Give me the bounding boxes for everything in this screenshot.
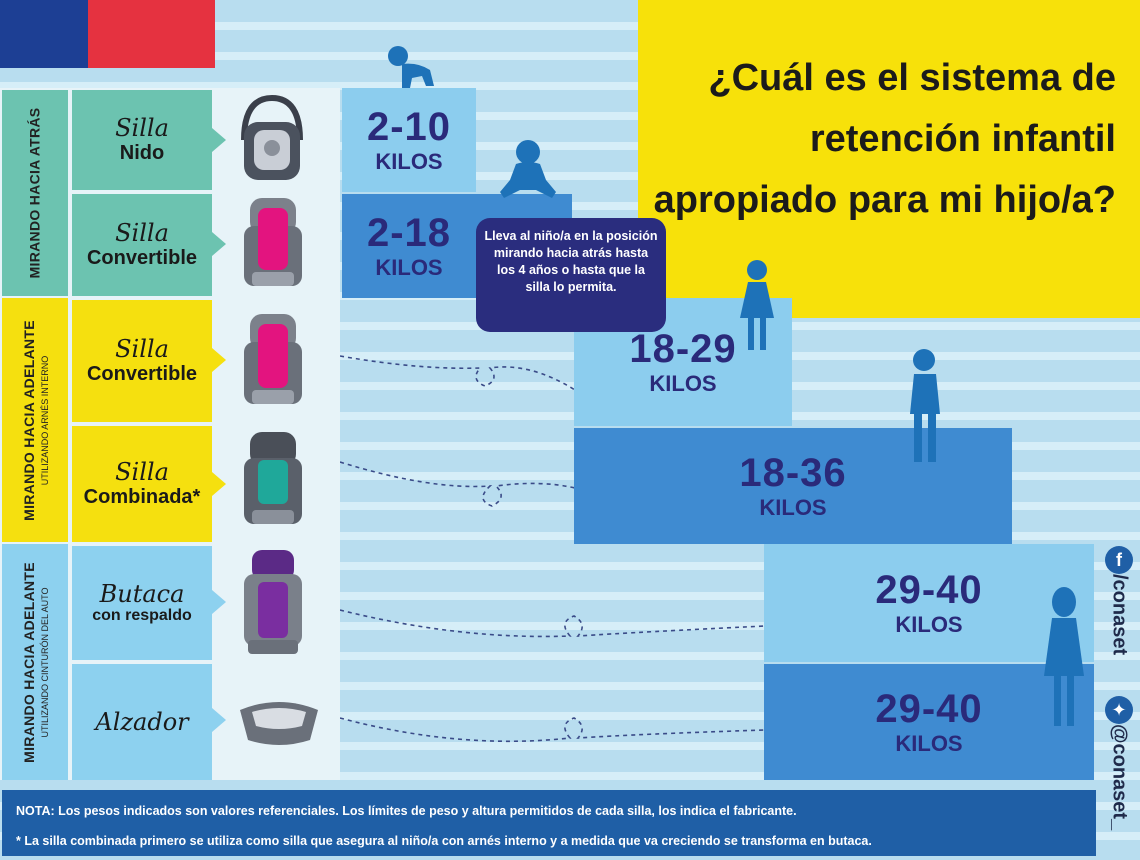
toddler-girl-icon	[740, 260, 774, 350]
social-facebook[interactable]: f /conaset	[1100, 546, 1138, 655]
weight-range: 2-18	[366, 211, 452, 255]
weight-range: 29-40	[875, 687, 983, 731]
seat-label-convertible-forward: Silla Convertible	[72, 300, 212, 422]
weight-block: 29-40 KILOS	[764, 664, 1094, 780]
weight-range: 2-10	[366, 105, 452, 149]
weight-range: 29-40	[875, 568, 983, 612]
facebook-icon: f	[1105, 546, 1133, 574]
group-forward-harness: MIRANDO HACIA ADELANTE UTILIZANDO ARNÉS I…	[2, 298, 68, 542]
rear-facing-tip: Lleva al niño/a en la posición mirando h…	[476, 218, 666, 332]
seat-script: Silla	[115, 458, 169, 486]
seat-script: Silla	[115, 114, 169, 142]
arrow-marker	[212, 348, 226, 372]
seat-script: Butaca	[99, 580, 185, 608]
weight-block: 29-40 KILOS	[764, 544, 1094, 662]
seat-label: con respaldo	[92, 607, 192, 624]
twitter-icon: ✦	[1105, 696, 1133, 724]
older-girl-icon	[1044, 587, 1084, 726]
weight-unit: KILOS	[375, 149, 443, 174]
title-box: ¿Cuál es el sistema de retención infanti…	[638, 0, 1140, 318]
crawling-baby-icon	[388, 46, 434, 88]
seat-label-alzador: Alzador	[72, 664, 212, 780]
group-forward-belt-label: MIRANDO HACIA ADELANTE	[20, 561, 37, 763]
footnote-combined-seat: * La silla combinada primero se utiliza …	[16, 834, 872, 848]
weight-unit: KILOS	[895, 612, 963, 637]
child-boy-icon	[910, 349, 940, 462]
weight-range: 18-36	[739, 451, 847, 495]
weight-block: 2-10 KILOS	[342, 88, 476, 192]
dashed-connectors	[340, 355, 766, 743]
group-forward-belt: MIRANDO HACIA ADELANTE UTILIZANDO CINTURÓ…	[2, 544, 68, 780]
convertible-seat-icon	[244, 314, 302, 404]
arrow-marker	[212, 232, 226, 256]
group-forward-belt-sub: UTILIZANDO CINTURÓN DEL AUTO	[39, 586, 50, 738]
weight-unit: KILOS	[375, 255, 443, 280]
seat-label-convertible-rear: Silla Convertible	[72, 194, 212, 296]
seat-label: Convertible	[86, 363, 198, 385]
flag-blue-block	[0, 0, 88, 68]
infant-carrier-icon	[241, 94, 303, 180]
booster-seat-icon	[240, 702, 318, 745]
arrow-marker	[212, 472, 226, 496]
booster-back-icon	[244, 550, 302, 654]
seat-script: Alzador	[95, 708, 189, 736]
group-rear-facing-label: MIRANDO HACIA ATRÁS	[26, 107, 42, 279]
weight-range: 18-29	[629, 327, 737, 371]
seat-label-combinada: Silla Combinada*	[72, 426, 212, 542]
footnote-weights: NOTA: Los pesos indicados son valores re…	[16, 804, 797, 818]
seat-label: Combinada*	[83, 486, 201, 508]
twitter-handle: @conaset_	[1108, 724, 1131, 831]
convertible-seat-icon	[244, 198, 302, 286]
seat-label-nido: Silla Nido	[72, 90, 212, 190]
social-twitter[interactable]: ✦ @conaset_	[1100, 696, 1138, 830]
weight-block: 18-36 KILOS	[574, 428, 1012, 544]
seat-script: Silla	[115, 335, 169, 363]
group-rear-facing: MIRANDO HACIA ATRÁS	[2, 90, 68, 296]
weight-unit: KILOS	[895, 731, 963, 756]
seat-label: Convertible	[86, 247, 198, 269]
arrow-marker	[212, 590, 226, 614]
seat-label: Nido	[119, 142, 165, 164]
flag-red-block	[88, 0, 215, 68]
seat-label-butaca: Butaca con respaldo	[72, 546, 212, 660]
footnote-box: NOTA: Los pesos indicados son valores re…	[2, 790, 1096, 856]
arrow-marker	[212, 128, 226, 152]
weight-unit: KILOS	[759, 495, 827, 520]
page-title: ¿Cuál es el sistema de retención infanti…	[653, 57, 1116, 221]
seat-script: Silla	[115, 219, 169, 247]
weight-unit: KILOS	[649, 371, 717, 396]
combination-seat-icon	[244, 432, 302, 524]
arrow-marker	[212, 708, 226, 732]
sitting-baby-icon	[500, 140, 556, 198]
facebook-handle: /conaset	[1108, 574, 1131, 656]
group-forward-harness-label: MIRANDO HACIA ADELANTE	[20, 319, 37, 521]
group-forward-harness-sub: UTILIZANDO ARNÉS INTERNO	[39, 355, 50, 485]
